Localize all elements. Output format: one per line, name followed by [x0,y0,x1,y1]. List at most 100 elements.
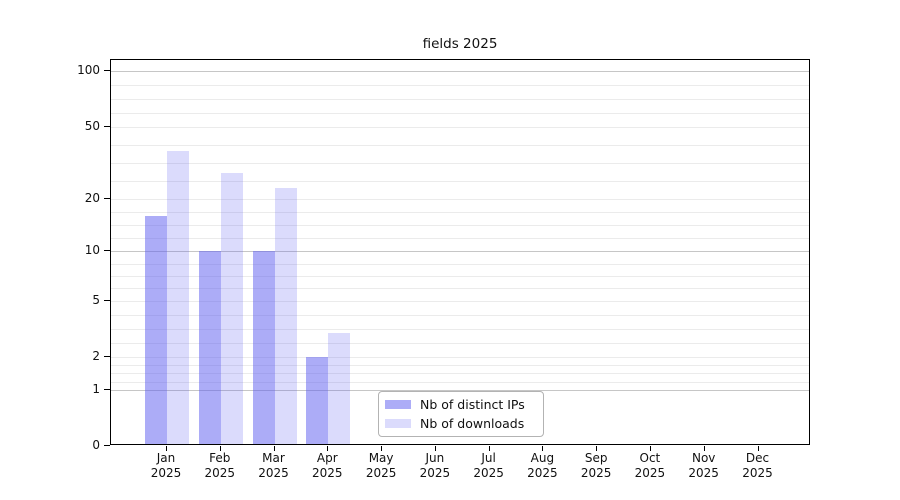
minor-gridline [111,238,809,240]
minor-gridline [111,342,809,344]
x-tick-label-aug: Aug 2025 [514,451,570,481]
x-tick-label-sep: Sep 2025 [568,451,624,481]
x-tick-label-mar: Mar 2025 [246,451,302,481]
legend-swatch [385,400,411,409]
x-tick-month: Apr [316,451,338,465]
minor-gridline [111,180,809,182]
y-tick-label-0: 0 [92,438,100,452]
minor-gridline [111,263,809,265]
x-tick-year: 2025 [312,466,343,480]
x-tick-month: Oct [639,451,661,465]
minor-gridline [111,211,809,213]
x-tick-label-dec: Dec 2025 [730,451,786,481]
minor-gridline [111,356,809,358]
legend-item-label: Nb of downloads [420,416,525,431]
x-tick-month: Aug [530,451,555,465]
x-tick-year: 2025 [527,466,558,480]
minor-gridline [111,126,809,128]
minor-gridline [111,225,809,226]
x-tick-year: 2025 [580,466,612,480]
legend-item: Nb of distinct IPs [385,397,535,412]
minor-gridline [111,112,809,114]
x-tick-year: 2025 [258,466,289,480]
bar-nb-of-downloads-feb [220,172,243,444]
bar-nb-of-distinct-ips-mar [252,251,275,444]
x-tick-mark [434,446,436,451]
x-tick-label-nov: Nov 2025 [676,451,732,481]
y-tick-label-2: 2 [92,348,100,363]
x-tick-year: 2025 [204,466,236,480]
bar-nb-of-distinct-ips-feb [198,251,221,444]
x-tick-month: Feb [209,451,231,465]
bar-nb-of-distinct-ips-apr [306,356,329,444]
x-tick-year: 2025 [365,466,397,480]
x-tick-year: 2025 [742,466,773,480]
x-tick-mark [703,446,705,451]
x-tick-label-jan: Jan 2025 [138,451,194,481]
y-tick-mark [104,388,110,390]
y-tick-label-50: 50 [84,118,100,133]
legend-item: Nb of downloads [385,416,535,431]
major-gridline [111,251,809,253]
x-tick-label-jun: Jun 2025 [407,451,463,481]
y-tick-label-10: 10 [84,243,100,258]
x-tick-mark [381,446,383,451]
x-tick-label-jul: Jul 2025 [461,451,517,481]
y-tick-label-1: 1 [92,381,100,396]
x-tick-year: 2025 [150,466,182,480]
x-tick-mark [219,446,221,451]
y-tick-mark [104,250,110,252]
bar-nb-of-downloads-jan [167,150,189,444]
x-tick-label-apr: Apr 2025 [299,451,355,481]
y-tick-mark [104,197,110,199]
x-tick-label-may: May 2025 [353,451,409,481]
x-tick-month: Jun [425,451,445,465]
major-gridline [111,71,809,73]
minor-gridline [111,275,809,277]
minor-gridline [111,85,809,87]
minor-gridline [111,162,809,164]
x-tick-month: Nov [691,451,716,465]
minor-gridline [111,99,809,100]
x-tick-year: 2025 [473,466,504,480]
x-tick-mark [488,446,490,451]
minor-gridline [111,314,809,316]
x-tick-mark [757,446,759,451]
y-tick-label-20: 20 [84,190,100,205]
x-tick-month: Sep [584,451,608,465]
minor-gridline [111,144,809,146]
x-tick-month: Jul [481,451,496,465]
x-tick-label-feb: Feb 2025 [192,451,248,481]
y-tick-mark [104,355,110,357]
bar-nb-of-downloads-mar [274,187,297,444]
bar-nb-of-distinct-ips-jan [145,215,167,444]
legend-item-label: Nb of distinct IPs [420,397,525,412]
legend-swatch [385,419,411,428]
x-tick-mark [166,446,167,451]
major-gridline [111,389,809,391]
x-tick-mark [327,446,329,451]
x-tick-mark [542,446,544,451]
x-tick-month: Dec [745,451,770,465]
x-tick-mark [596,446,598,451]
plot-area [110,59,810,445]
y-tick-label-5: 5 [92,292,100,307]
x-tick-label-oct: Oct 2025 [622,451,678,481]
minor-gridline [111,300,809,302]
minor-gridline [111,328,809,330]
bar-nb-of-downloads-apr [328,333,351,444]
chart-title: fields 2025 [422,36,498,52]
y-tick-mark [104,299,110,301]
legend: Nb of distinct IPs Nb of downloads [378,391,544,437]
minor-gridline [111,373,809,375]
x-tick-month: Jan [156,451,176,465]
y-tick-mark [104,125,110,127]
y-tick-mark [104,70,110,72]
minor-gridline [111,198,809,200]
x-tick-month: May [368,451,394,465]
x-tick-year: 2025 [419,466,451,480]
minor-gridline [111,365,809,366]
x-tick-year: 2025 [688,466,719,480]
y-tick-mark [104,445,110,446]
